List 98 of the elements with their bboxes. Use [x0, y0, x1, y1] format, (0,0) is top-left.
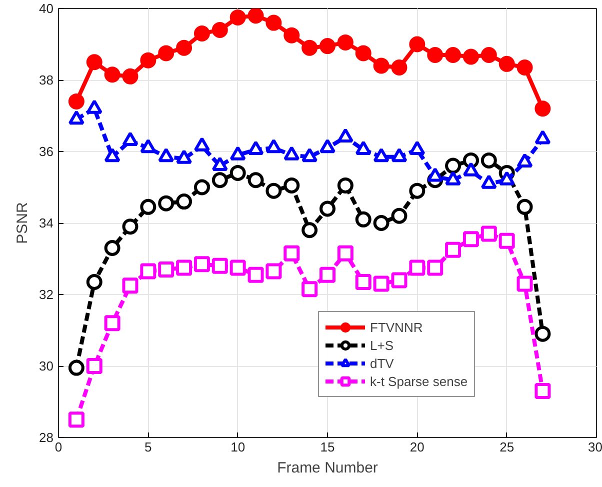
point: [68, 93, 84, 110]
point: [104, 66, 120, 83]
y-tick-label: 28: [39, 430, 54, 445]
point: [104, 240, 120, 256]
point: [158, 261, 174, 278]
point: [248, 266, 264, 283]
point: [140, 263, 156, 280]
point: [86, 274, 102, 290]
x-tick-label: 15: [320, 440, 335, 454]
point: [230, 9, 246, 26]
point: [498, 56, 515, 72]
point: [212, 258, 228, 274]
y-tick-label: 40: [39, 1, 54, 16]
point: [516, 276, 533, 292]
point: [427, 46, 444, 63]
point: [176, 260, 192, 276]
point: [480, 46, 497, 63]
point: [320, 38, 336, 54]
point: [140, 198, 156, 215]
point: [158, 195, 174, 212]
point: [68, 360, 84, 376]
point: [86, 358, 102, 374]
point: [194, 179, 210, 196]
y-axis-title: PSNR: [14, 202, 32, 244]
x-tick-label: 30: [588, 440, 602, 454]
point: [140, 52, 156, 68]
legend-label: dTV: [370, 354, 394, 372]
point: [212, 172, 228, 188]
point: [480, 226, 497, 242]
point: [391, 208, 408, 224]
point: [302, 40, 318, 56]
point: [534, 100, 551, 117]
point: [248, 8, 264, 24]
point: [176, 194, 192, 210]
point: [284, 177, 300, 194]
point: [194, 256, 210, 272]
point: [230, 260, 246, 276]
point: [516, 60, 533, 76]
point: [498, 232, 515, 249]
point: [302, 281, 318, 298]
point: [373, 58, 390, 74]
x-axis-title: Frame Number: [277, 460, 378, 476]
point: [158, 45, 174, 62]
x-tick-label: 0: [54, 440, 62, 454]
x-tick-label: 5: [144, 440, 152, 454]
point: [337, 245, 354, 262]
point: [391, 60, 408, 76]
y-tick-label: 38: [39, 72, 54, 88]
point: [445, 158, 462, 174]
point: [534, 326, 551, 342]
y-tick-label: 34: [39, 216, 54, 230]
point: [122, 218, 138, 235]
point: [176, 40, 192, 56]
point: [462, 231, 479, 248]
point: [480, 152, 497, 168]
y-tick-label: 32: [39, 287, 54, 302]
legend-label: FTVNNR: [370, 318, 423, 336]
legend-label: k-t Sparse sense: [370, 372, 468, 390]
point: [534, 383, 551, 400]
point: [373, 276, 390, 292]
point: [409, 36, 426, 52]
point: [104, 315, 120, 332]
point: [355, 274, 372, 290]
y-tick-label: 30: [39, 358, 54, 374]
point: [337, 177, 354, 194]
point: [427, 260, 444, 276]
point: [194, 26, 210, 42]
point: [68, 412, 84, 428]
point: [373, 215, 390, 231]
legend-label: L+S: [370, 336, 394, 354]
point: [445, 242, 462, 258]
point: [337, 34, 354, 50]
point: [248, 172, 264, 188]
point: [355, 211, 372, 228]
point: [266, 263, 282, 280]
point: [122, 68, 138, 84]
point: [516, 198, 533, 215]
point: [266, 182, 282, 199]
point: [445, 46, 462, 63]
point: [302, 222, 318, 238]
point: [212, 22, 228, 38]
point: [284, 27, 300, 44]
point: [230, 164, 246, 181]
x-tick-label: 20: [410, 440, 424, 454]
point: [86, 54, 102, 70]
point: [409, 260, 426, 276]
x-tick-label: 25: [500, 440, 514, 454]
point: [266, 14, 282, 31]
point: [320, 200, 336, 217]
point: [391, 272, 408, 288]
x-tick-label: 10: [230, 440, 246, 454]
point: [320, 266, 336, 283]
point: [284, 245, 300, 262]
y-tick-label: 36: [39, 144, 54, 159]
point: [355, 45, 372, 62]
point: [462, 48, 479, 65]
point: [409, 182, 426, 199]
point: [122, 278, 138, 294]
